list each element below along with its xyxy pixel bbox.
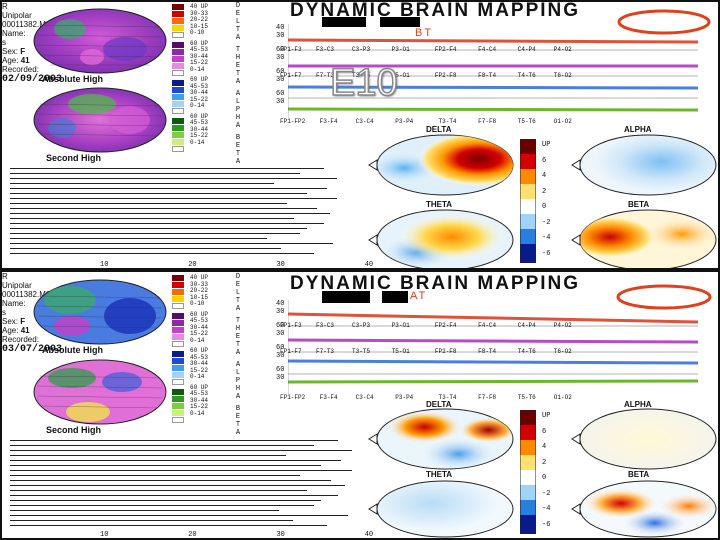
band-letters-2: D E L T A T H E T A A L P H A B E T A: [235, 273, 241, 437]
date-highlight-circle: [617, 9, 711, 35]
second-high-caption-2: Second High: [46, 425, 102, 435]
trademark: R: [2, 2, 8, 11]
recorded-label: Recorded:: [2, 65, 39, 74]
recording-date-2: 03/07/2003: [2, 344, 63, 355]
axis-bottom-labels: 10 20 30 40: [100, 261, 374, 269]
beta-topomap: [571, 209, 717, 268]
report-panel-bottom: Absolute High Second High 40 UP 30: [0, 270, 720, 540]
report-title: DYNAMIC BRAIN MAPPING: [290, 0, 581, 21]
delta-topomap: [368, 134, 514, 196]
delta-colorbar: [520, 139, 536, 263]
alpha-topomap-2: [571, 408, 717, 470]
alpha-label-2: ALPHA: [624, 400, 652, 409]
colorbar-labels: UP 6 4 2 0 -2 -4 -6: [542, 141, 551, 258]
redacted-name: [322, 17, 366, 27]
sex-label: Sex: F: [2, 47, 26, 56]
channel-text-block: [10, 168, 340, 258]
sex-label-2: Sex: F: [2, 317, 26, 326]
montage-label: Unipolar: [2, 11, 32, 20]
condition-tag: BT: [415, 27, 434, 39]
recording-date: 02/09/2003: [2, 74, 63, 85]
file-id: 00011382.M07: [2, 20, 55, 29]
scale-values-2: 40 UP 30-33 20-22 10-15 0-10 60 UP 45-53 30-44…: [190, 274, 209, 417]
axis-bottom-labels-2: 10 20 30 40: [100, 531, 374, 539]
absolute-high-brain-map: [33, 8, 167, 74]
age-label: Age: 41: [2, 56, 30, 65]
theta-label: THETA: [426, 200, 453, 209]
condition-tag-2: AT: [410, 290, 428, 302]
beta-label-2: BETA: [628, 470, 650, 479]
coherence-tracks-2: [288, 300, 698, 395]
recorded-label-2: Recorded:: [2, 335, 39, 344]
beta-label: BETA: [628, 200, 650, 209]
beta-topomap-2: [571, 480, 717, 538]
name-label-2: Name:: [2, 299, 26, 308]
redacted-name-2: [322, 291, 370, 303]
alpha-label: ALPHA: [624, 125, 652, 134]
track-row-1-labels: FP1-F3 F3-C3 C3-P3 P3-O1 FP2-F4 F4-C4 C4…: [280, 46, 572, 53]
second-high-brain-map: [33, 87, 167, 153]
delta-label: DELTA: [426, 125, 452, 134]
montage-label-2: Unipolar: [2, 281, 32, 290]
track-row-3-labels: FP1-FP2 F3-F4 C3-C4 P3-P4 T3-T4 F7-F8 T5…: [280, 118, 572, 125]
alpha-topomap: [571, 134, 717, 196]
theta-topomap: [368, 209, 514, 268]
band-letters: D E L T A T H E T A A L P H A B E T A: [235, 2, 241, 166]
date-highlight-circle-2: [616, 284, 712, 310]
colorbar-labels-2: UP 6 4 2 0 -2 -4 -6: [542, 412, 551, 529]
overlay-label: E10: [329, 61, 398, 105]
channel-text-block-2: [10, 440, 355, 530]
absolute-high-caption: Absolute High: [42, 74, 103, 84]
delta-colorbar-2: [520, 410, 536, 534]
redacted-surname: [380, 17, 420, 27]
track-tick-labels: 40 30 60 30 60 30 60 30: [276, 24, 285, 106]
track-row-1-labels-2: FP1-F3 F3-C3 C3-P3 P3-O1 FP2-F4 F4-C4 C4…: [280, 322, 572, 329]
age-label-2: Age: 41: [2, 326, 30, 335]
file-id-2: 00011382.M07: [2, 290, 55, 299]
delta-label-2: DELTA: [426, 400, 452, 409]
track-tick-labels-2: 40 30 60 30 60 30 60 30: [276, 300, 285, 382]
trademark-2: R: [2, 272, 8, 281]
name-label: Name:: [2, 29, 26, 38]
track-row-3-labels-2: FP1-FP2 F3-F4 C3-C4 P3-P4 T3-T4 F7-F8 T5…: [280, 394, 572, 401]
report-panel-top: Absolute High Second High: [0, 0, 720, 270]
coherence-tracks: [288, 24, 698, 119]
second-high-brain-map-2: [33, 359, 167, 425]
absolute-high-caption-2: Absolute High: [42, 345, 103, 355]
second-high-caption: Second High: [46, 153, 102, 163]
redacted-surname-2: [382, 291, 408, 303]
track-row-2-labels: FP1-F7 F7-T3 T3-T5 T5-O1 FP2-F8 F8-T4 T4…: [280, 72, 572, 79]
report-title-2: DYNAMIC BRAIN MAPPING: [290, 273, 581, 294]
delta-topomap-2: [368, 408, 514, 470]
theta-topomap-2: [368, 480, 514, 538]
sex-label-name-2: s: [2, 308, 6, 317]
scale-values: 40 UP 30-33 20-22 10-15 0-10 60 UP 45-53 30-44…: [190, 3, 209, 146]
sex-label-name: s: [2, 38, 6, 47]
color-scale-legend-2: [170, 275, 250, 425]
theta-label-2: THETA: [426, 470, 453, 479]
color-scale-legend: [170, 4, 250, 154]
track-row-2-labels-2: FP1-F7 F7-T3 T3-T5 T5-O1 FP2-F8 F8-T4 T4…: [280, 348, 572, 355]
absolute-high-brain-map-2: [33, 279, 167, 345]
